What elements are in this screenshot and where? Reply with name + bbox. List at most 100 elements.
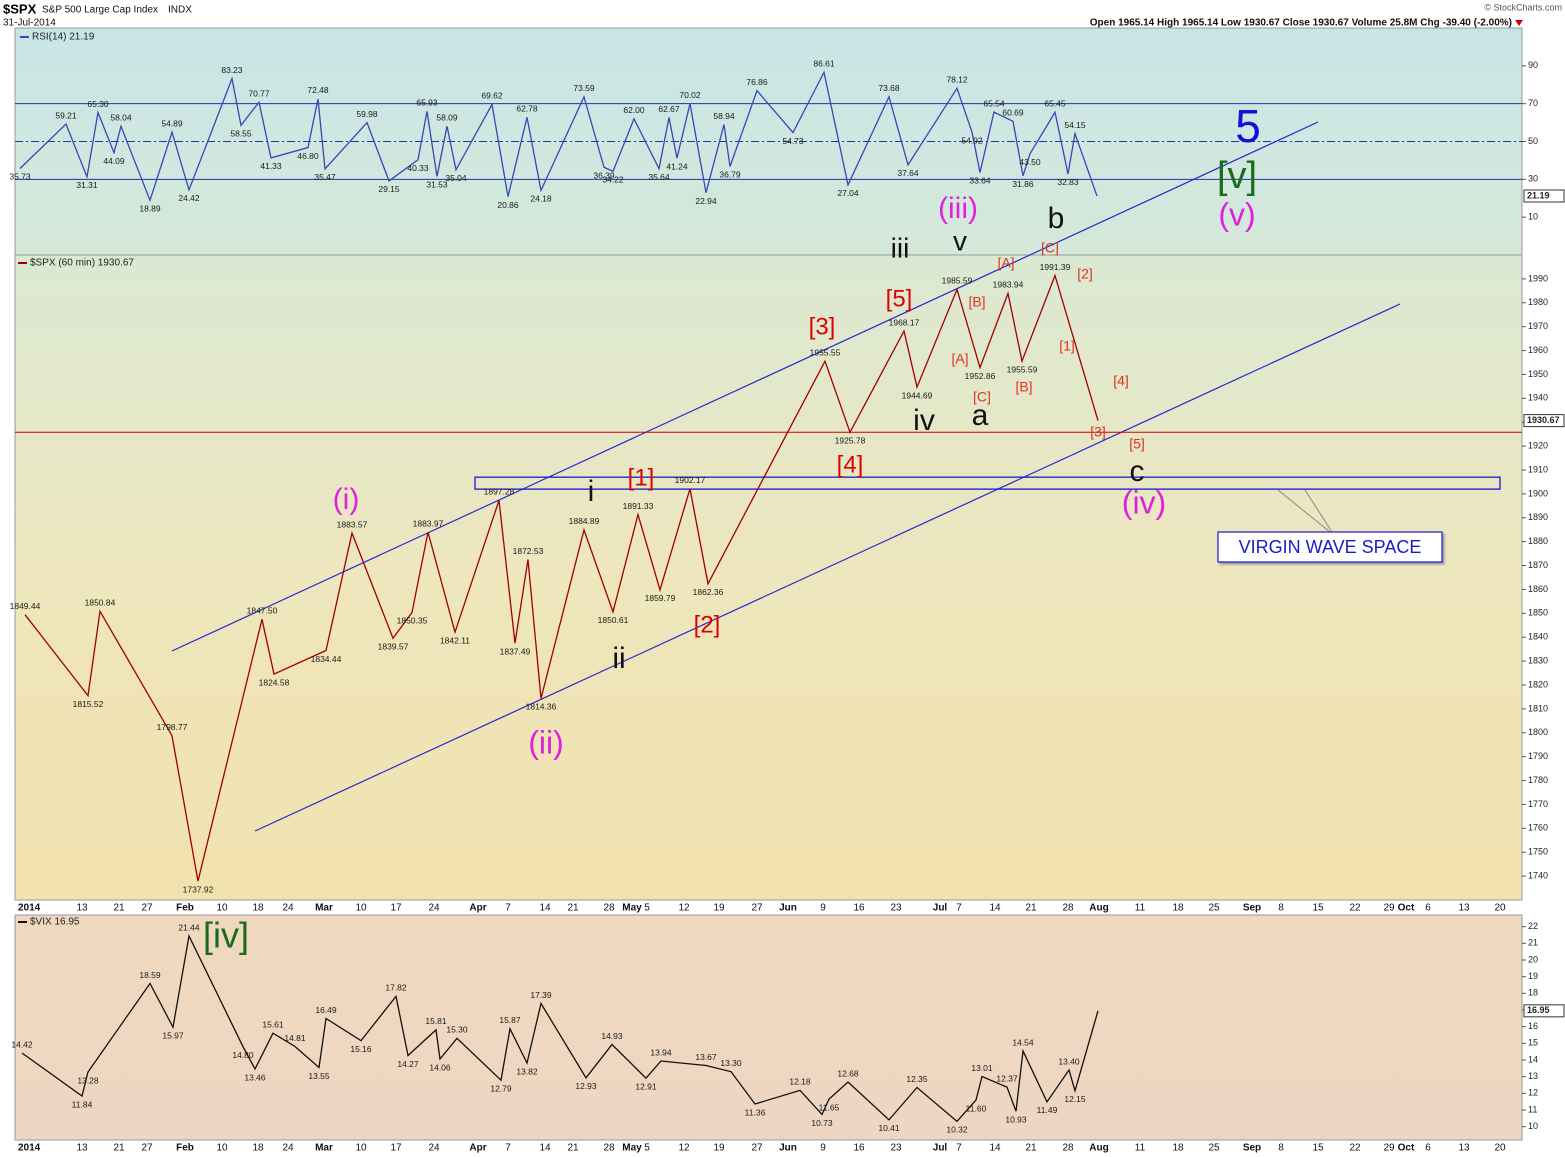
data-label: 20.86 xyxy=(497,200,519,210)
x-tick-label: 21 xyxy=(1025,1143,1037,1154)
y-tick-label: 1750 xyxy=(1528,847,1548,857)
x-tick-label: 11 xyxy=(1135,903,1146,914)
y-tick-label: 11 xyxy=(1528,1104,1537,1114)
x-tick-label: 10 xyxy=(216,903,228,914)
data-label: 10.41 xyxy=(878,1123,900,1133)
data-label: 14.27 xyxy=(397,1059,419,1069)
x-tick-label: 28 xyxy=(603,1143,615,1154)
x-tick-label: Mar xyxy=(315,903,333,914)
wave-label: b xyxy=(1048,202,1065,235)
data-label: 73.68 xyxy=(878,83,900,93)
wave-label: iv xyxy=(913,404,935,437)
data-label: 24.42 xyxy=(178,193,200,203)
data-label: 14.54 xyxy=(1012,1037,1034,1047)
y-tick-label: 1840 xyxy=(1528,632,1548,642)
x-tick-label: 15 xyxy=(1312,1143,1324,1154)
wave-label: [2] xyxy=(1077,266,1093,282)
pointer xyxy=(1277,489,1331,533)
y-tick-label: 1990 xyxy=(1528,273,1548,283)
data-label: 1859.79 xyxy=(645,593,676,603)
data-label: 1891.33 xyxy=(623,501,654,511)
legend-entry: RSI(14) 21.19 xyxy=(32,32,95,43)
x-tick-label: 28 xyxy=(603,903,615,914)
y-tick-label: 30 xyxy=(1528,174,1538,184)
data-label: 15.97 xyxy=(162,1030,184,1040)
data-label: 46.80 xyxy=(297,151,319,161)
y-tick-label: 1800 xyxy=(1528,727,1548,737)
x-tick-label: 8 xyxy=(1278,1143,1284,1154)
x-tick-label: 27 xyxy=(141,1143,153,1154)
data-label: 70.77 xyxy=(248,88,270,98)
price-panel xyxy=(14,254,1523,901)
data-label: 58.09 xyxy=(436,112,458,122)
data-label: 33.64 xyxy=(969,176,991,186)
y-tick-label: 1810 xyxy=(1528,703,1548,713)
data-label: 1897.28 xyxy=(484,487,515,497)
x-tick-label: 7 xyxy=(505,903,511,914)
x-tick-label: 14 xyxy=(539,1143,551,1154)
y-tick-label: 1770 xyxy=(1528,799,1548,809)
x-tick-label: 27 xyxy=(751,903,763,914)
data-label: 1815.52 xyxy=(73,699,104,709)
y-tick-label: 1830 xyxy=(1528,655,1548,665)
data-label: 41.33 xyxy=(260,161,282,171)
data-label: 12.68 xyxy=(837,1068,859,1078)
x-tick-label: 20 xyxy=(1494,1143,1506,1154)
data-label: 65.45 xyxy=(1044,99,1066,109)
last-value-box xyxy=(1523,189,1565,203)
wave-label: a xyxy=(972,399,989,432)
data-label: 40.33 xyxy=(407,163,429,173)
data-label: 13.40 xyxy=(1058,1056,1080,1066)
y-tick-label: 1920 xyxy=(1528,440,1548,450)
wave-label: [4] xyxy=(837,451,864,478)
x-tick-label: Apr xyxy=(469,903,486,914)
data-label: 34.22 xyxy=(602,175,624,185)
data-label: 37.64 xyxy=(897,168,919,178)
data-label: 13.01 xyxy=(971,1063,993,1073)
x-tick-label: 29 xyxy=(1383,903,1395,914)
data-label: 12.79 xyxy=(490,1083,512,1093)
y-tick-label: 1760 xyxy=(1528,823,1548,833)
data-label: 13.67 xyxy=(695,1052,717,1062)
data-label: 1883.97 xyxy=(413,518,444,528)
x-tick-label: 10 xyxy=(355,1143,367,1154)
data-label: 1737.92 xyxy=(183,884,214,894)
y-tick-label: 14 xyxy=(1528,1054,1538,1064)
y-tick-label: 10 xyxy=(1528,212,1538,222)
y-tick-label: 1850 xyxy=(1528,608,1548,618)
data-label: 13.30 xyxy=(720,1058,742,1068)
x-tick-label: 7 xyxy=(505,1143,511,1154)
data-label: 12.37 xyxy=(996,1073,1018,1083)
data-label: 62.78 xyxy=(516,104,538,114)
data-label: 44.09 xyxy=(103,156,125,166)
y-tick-label: 1860 xyxy=(1528,584,1548,594)
data-label: 1872.53 xyxy=(513,546,544,556)
y-tick-label: 1740 xyxy=(1528,870,1548,880)
x-tick-label: 9 xyxy=(820,903,826,914)
x-tick-label: 10 xyxy=(216,1143,228,1154)
y-tick-label: 1870 xyxy=(1528,560,1548,570)
x-tick-label: 13 xyxy=(76,903,88,914)
x-tick-label: 18 xyxy=(252,903,264,914)
y-tick-label: 1950 xyxy=(1528,369,1548,379)
data-label: 65.54 xyxy=(983,98,1005,108)
data-label: 36.39 xyxy=(593,170,615,180)
data-label: 1847.50 xyxy=(247,606,278,616)
x-tick-label: Jul xyxy=(933,903,948,914)
x-tick-label: 6 xyxy=(1425,903,1431,914)
data-label: 29.15 xyxy=(378,184,400,194)
data-label: 59.21 xyxy=(55,110,77,120)
x-tick-label: 21 xyxy=(567,1143,579,1154)
x-tick-label: 9 xyxy=(820,1143,826,1154)
data-label: 1985.59 xyxy=(942,276,973,286)
data-label: 17.82 xyxy=(385,983,407,993)
x-tick-label: 7 xyxy=(956,1143,962,1154)
data-label: 15.30 xyxy=(446,1025,468,1035)
y-tick-label: 19 xyxy=(1528,971,1538,981)
x-tick-label: 25 xyxy=(1208,903,1220,914)
x-tick-label: May xyxy=(622,1143,642,1154)
data-label: 12.15 xyxy=(1064,1094,1086,1104)
x-tick-label: 12 xyxy=(678,903,690,914)
x-tick-label: Aug xyxy=(1089,903,1108,914)
data-label: 1968.17 xyxy=(889,317,920,327)
